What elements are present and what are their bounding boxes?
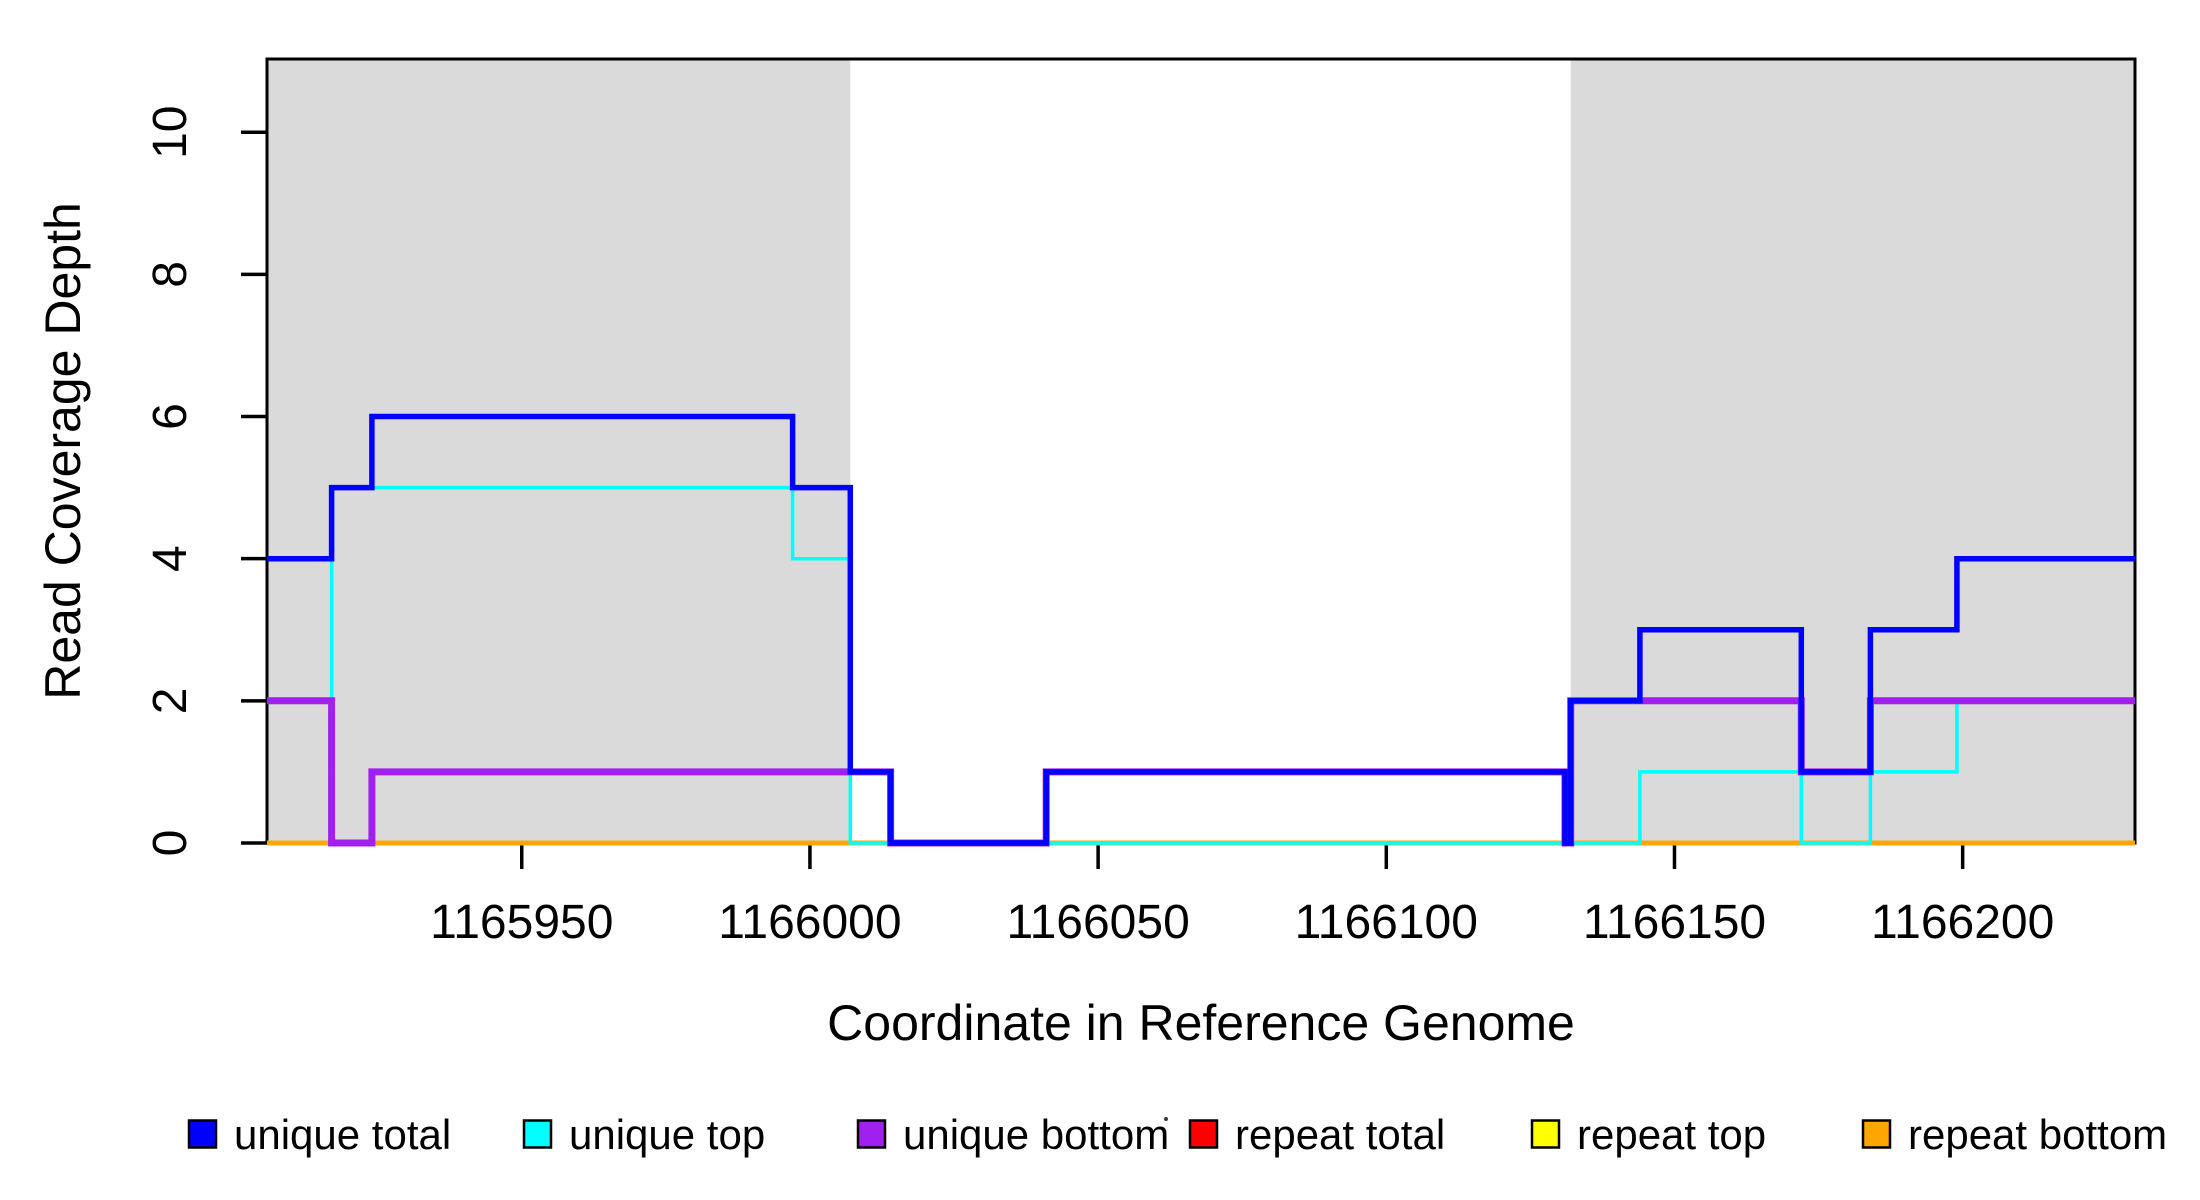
- x-tick-label: 1166200: [1871, 896, 2054, 949]
- legend-swatch-unique-bottom: [856, 1119, 887, 1149]
- y-tick-label: 8: [144, 261, 197, 288]
- series-unique-top: [267, 485, 2135, 845]
- series-unique-total: [267, 413, 2135, 846]
- legend-label-repeat-bottom: repeat bottom: [1908, 1111, 2167, 1158]
- legend-swatch-unique-total: [187, 1119, 218, 1149]
- legend-label-repeat-top: repeat top: [1577, 1111, 1766, 1158]
- y-axis-title: Read Coverage Depth: [35, 202, 91, 700]
- shaded-region-0: [267, 59, 851, 843]
- x-tick-label: 1165950: [430, 896, 613, 949]
- legend-label-unique-bottom: unique bottom: [903, 1111, 1169, 1158]
- y-tick-label: 2: [144, 687, 197, 714]
- y-tick-label: 10: [144, 106, 197, 159]
- legend-swatch-unique-top: [522, 1119, 553, 1149]
- y-tick-label: 4: [144, 545, 197, 572]
- y-tick-label: 0: [144, 830, 197, 857]
- stray-dot-artifact: [1164, 1117, 1168, 1121]
- legend-swatch-repeat-top: [1530, 1119, 1561, 1149]
- legend-label-unique-total: unique total: [234, 1111, 451, 1158]
- x-tick-label: 1166050: [1006, 896, 1189, 949]
- x-tick-label: 1166150: [1583, 896, 1766, 949]
- legend-label-repeat-total: repeat total: [1235, 1111, 1445, 1158]
- legend-swatch-repeat-total: [1188, 1119, 1219, 1149]
- x-tick-label: 1166000: [718, 896, 901, 949]
- legend-swatch-repeat-bottom: [1861, 1119, 1892, 1149]
- x-axis-title: Coordinate in Reference Genome: [827, 995, 1575, 1051]
- x-tick-label: 1166100: [1295, 896, 1478, 949]
- shaded-region-1: [1570, 59, 2135, 843]
- y-tick-label: 6: [144, 403, 197, 430]
- legend-label-unique-top: unique top: [569, 1111, 765, 1158]
